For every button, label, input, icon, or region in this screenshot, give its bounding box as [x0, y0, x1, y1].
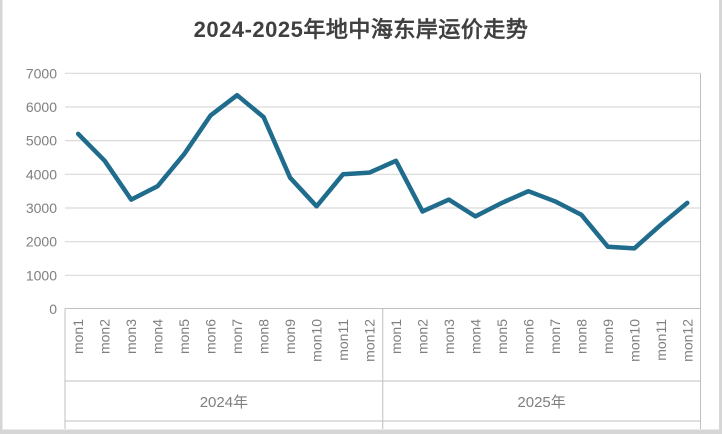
- y-axis-tick-label: 6000: [26, 99, 57, 115]
- y-axis-tick-label: 2000: [26, 234, 57, 250]
- x-axis-month-label: mon2: [415, 319, 431, 354]
- y-axis-tick-label: 0: [49, 301, 57, 317]
- x-axis-month-label: mon7: [547, 319, 563, 354]
- x-axis-month-label: mon2: [97, 319, 113, 354]
- x-axis-month-label: mon4: [467, 319, 483, 354]
- x-axis-month-label: mon8: [573, 319, 589, 354]
- frame-right-edge: [719, 0, 722, 430]
- y-axis-tick-label: 5000: [26, 133, 57, 149]
- x-axis-month-label: mon10: [309, 319, 325, 362]
- x-axis-month-label: mon6: [203, 319, 219, 354]
- x-axis-month-label: mon9: [282, 319, 298, 354]
- x-axis-month-label: mon11: [653, 319, 669, 361]
- x-axis-year-label: 2024年: [200, 394, 248, 411]
- x-axis-month-label: mon8: [256, 319, 272, 354]
- freight-rate-line: [75, 92, 690, 251]
- x-axis-month-label: mon12: [679, 319, 695, 362]
- x-axis-month-label: mon4: [150, 319, 166, 354]
- x-axis-month-label: mon11: [335, 319, 351, 361]
- x-axis-month-label: mon7: [229, 319, 245, 354]
- y-axis-tick-label: 7000: [26, 65, 57, 81]
- y-axis-tick-label: 3000: [26, 200, 57, 216]
- x-axis-year-label: 2025年: [517, 394, 565, 411]
- y-axis-tick-label: 1000: [26, 267, 57, 283]
- chart-title: 2024-2025年地中海东岸运价走势: [193, 17, 529, 42]
- x-axis-month-label: mon6: [520, 319, 536, 354]
- x-axis-month-label: mon10: [626, 319, 642, 362]
- x-axis-month-label: mon3: [123, 319, 139, 354]
- x-axis-month-label: mon1: [70, 319, 86, 354]
- x-axis-month-label: mon3: [441, 319, 457, 354]
- x-axis-month-label: mon12: [362, 319, 378, 362]
- x-axis-month-label: mon5: [494, 319, 510, 354]
- x-axis-month-label: mon5: [176, 319, 192, 354]
- x-axis-month-label: mon9: [600, 319, 616, 354]
- frame-left-edge: [0, 0, 3, 430]
- y-axis-tick-label: 4000: [26, 166, 57, 182]
- x-axis-month-label: mon1: [388, 319, 404, 354]
- frame-bottom-edge: [0, 429, 722, 434]
